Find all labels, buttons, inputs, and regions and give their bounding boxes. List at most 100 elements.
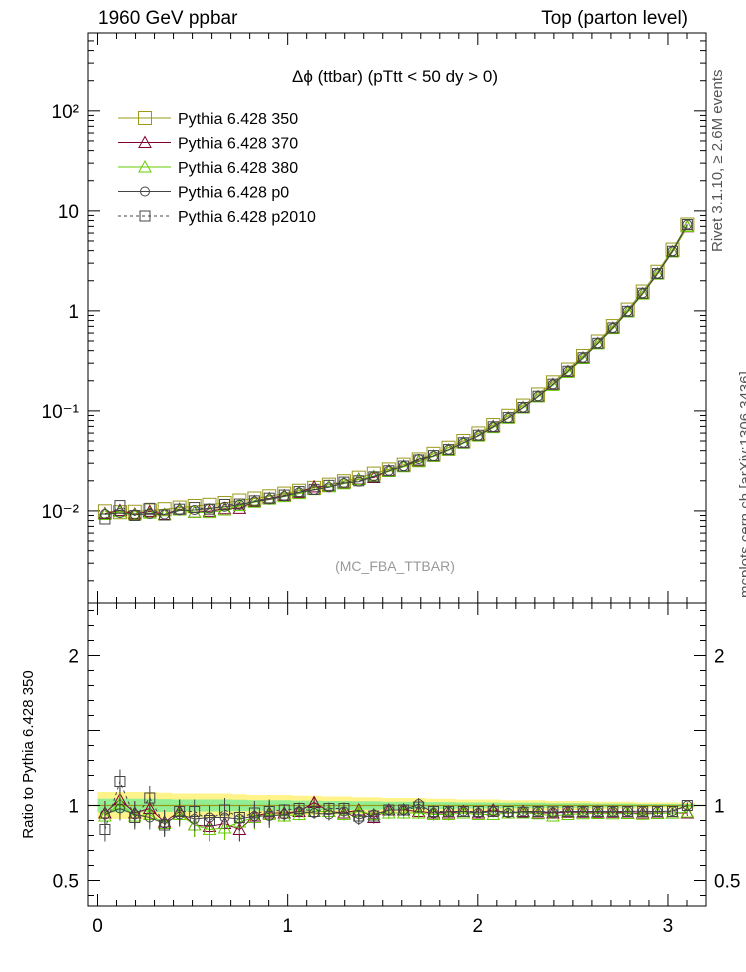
data-point (368, 471, 380, 483)
ratio-point (366, 810, 381, 823)
data-point (144, 502, 156, 514)
watermark: (MC_FBA_TTBAR) (335, 558, 455, 574)
data-point (637, 287, 649, 299)
ratio-point (428, 806, 440, 817)
x-ticks: 0 1 2 3 (92, 33, 707, 937)
data-point (219, 498, 231, 510)
ratio-point (577, 806, 589, 817)
ratio-point (456, 805, 471, 819)
ratio-y-tick-label-right: 1 (714, 797, 725, 818)
ratio-point (486, 807, 501, 820)
data-point (217, 501, 232, 515)
ratio-point (607, 806, 619, 817)
ratio-point (383, 804, 395, 816)
series-4 (99, 219, 693, 520)
data-point (351, 472, 366, 486)
x-tick-label: 0 (92, 916, 103, 937)
data-point (487, 421, 499, 433)
ratio-point (681, 800, 693, 811)
header-process: Top (parton level) (541, 8, 688, 29)
data-point (620, 304, 635, 318)
ratio-point (308, 806, 320, 817)
ratio-point (665, 806, 680, 819)
ratio-point (338, 803, 350, 814)
series-5 (99, 219, 693, 525)
ratio-point (546, 808, 560, 822)
y-tick-label: 10 (58, 202, 79, 223)
main-title: Δϕ (ttbar) (pTtt < 50 dy > 0) (292, 67, 498, 86)
ratio-point (189, 806, 201, 817)
ratio-y-tick-label-right: 2 (714, 647, 725, 668)
data-point (277, 489, 292, 503)
data-point (114, 508, 125, 519)
data-point (680, 219, 695, 232)
data-point (308, 483, 320, 495)
data-point (635, 287, 650, 300)
data-point (396, 459, 411, 473)
data-point (531, 389, 545, 403)
legend-label: Pythia 6.428 p2010 (178, 209, 316, 226)
data-point (547, 378, 559, 390)
data-point (502, 412, 514, 424)
ratio-point (248, 807, 260, 819)
ratio-y-tick-label: 2 (68, 647, 79, 668)
data-point (561, 365, 575, 378)
data-point (142, 503, 157, 518)
series-line (104, 224, 688, 513)
data-point (263, 492, 275, 504)
data-point (159, 509, 171, 521)
data-point (293, 486, 305, 498)
data-point (323, 479, 335, 491)
ratio-point (233, 812, 245, 823)
header-energy: 1960 GeV ppbar (98, 8, 238, 29)
ratio-point (204, 815, 216, 826)
series-1 (97, 217, 695, 520)
x-tick-label: 1 (282, 916, 293, 937)
data-point (278, 489, 290, 501)
rivet-label: Rivet 3.1.10, ≥ 2.6M events (709, 69, 726, 253)
legend-marker (139, 210, 151, 222)
data-point (607, 322, 619, 334)
ratio-point (219, 804, 231, 816)
y-tick-label: 10⁻¹ (42, 402, 80, 423)
data-point (517, 402, 529, 414)
series-2 (98, 219, 695, 521)
data-point (233, 498, 245, 510)
data-point (189, 502, 201, 514)
legend-label: Pythia 6.428 p0 (178, 185, 289, 202)
data-point (592, 337, 604, 349)
series-line (104, 226, 688, 516)
ratio-point (443, 806, 455, 817)
ratio-point (517, 806, 529, 818)
data-point (202, 504, 217, 517)
ratio-point (114, 803, 125, 814)
data-point (532, 390, 544, 402)
data-point (622, 305, 634, 317)
ratio-point (159, 819, 171, 831)
ratio-y-tick-label: 1 (68, 797, 79, 818)
data-point (562, 365, 574, 377)
ratio-point (531, 806, 545, 820)
series-line (104, 226, 688, 516)
ratio-frame (87, 602, 707, 907)
data-point (338, 476, 350, 488)
data-point (157, 502, 172, 517)
series-line (104, 224, 688, 516)
ratio-point (561, 807, 575, 820)
data-point (97, 504, 112, 519)
ratio-point (144, 812, 155, 823)
ratio-point (532, 806, 544, 817)
legend-label: Pythia 6.428 350 (178, 111, 298, 128)
x-tick-label: 3 (663, 916, 674, 937)
ratio-point (502, 806, 514, 817)
ratio-y-axis-label: Ratio to Pythia 6.428 350 (20, 670, 37, 838)
data-point (127, 504, 142, 519)
legend-label: Pythia 6.428 370 (178, 136, 298, 153)
data-point (187, 505, 202, 518)
ratio-point (426, 807, 441, 820)
data-point (144, 509, 155, 520)
ratio-point (217, 820, 232, 834)
main-y-ticks: 10⁻² 10⁻¹ 1 10 10² (42, 32, 706, 582)
ratio-point (323, 803, 335, 814)
